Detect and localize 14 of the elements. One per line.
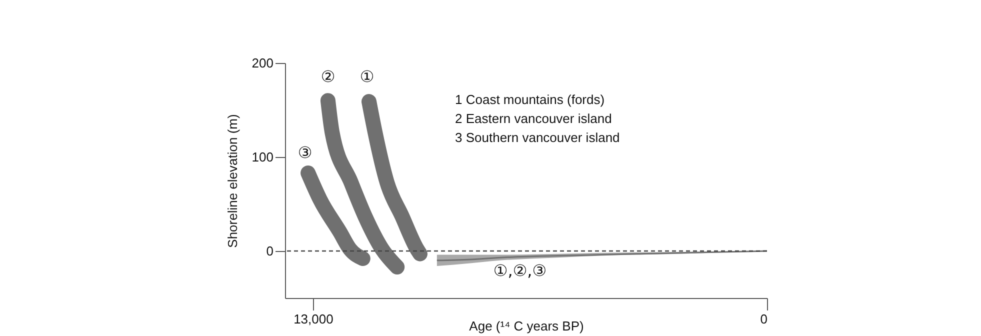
- annotation: 3 Southern vancouver island: [455, 130, 620, 145]
- annotation: ①: [360, 67, 374, 86]
- annotation: ③: [298, 143, 312, 162]
- line-series: [436, 250, 768, 262]
- y-tick-label: 0: [266, 244, 274, 258]
- annotation: 2 Eastern vancouver island: [455, 111, 612, 126]
- y-tick-label: 100: [252, 150, 274, 164]
- x-axis-title: Age (¹⁴ C years BP): [469, 318, 584, 334]
- y-tick-label: 200: [252, 56, 274, 70]
- y-axis-title: Shoreline elevation (m): [224, 114, 240, 248]
- x-tick-label: 13,000: [294, 312, 334, 326]
- annotation: 1 Coast mountains (fords): [455, 92, 605, 107]
- annotation: ①,②,③: [493, 261, 547, 280]
- annotation: ②: [320, 67, 336, 86]
